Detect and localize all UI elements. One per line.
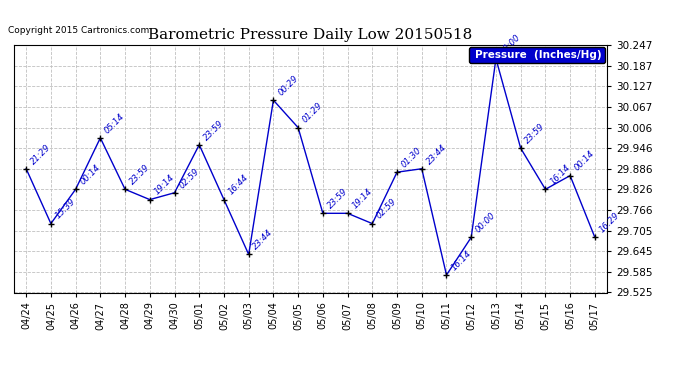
Text: 00:14: 00:14 [573, 149, 596, 173]
Text: 01:29: 01:29 [301, 101, 324, 125]
Text: 16:29: 16:29 [598, 211, 621, 234]
Text: 15:39: 15:39 [54, 197, 77, 221]
Text: 23:59: 23:59 [128, 163, 151, 186]
Text: 23:59: 23:59 [326, 187, 349, 210]
Text: 02:59: 02:59 [177, 166, 201, 190]
Text: 00:00: 00:00 [474, 211, 497, 234]
Text: 23:59: 23:59 [202, 118, 226, 142]
Text: 01:30: 01:30 [400, 146, 424, 170]
Text: 00:29: 00:29 [276, 74, 299, 98]
Text: 05:14: 05:14 [103, 111, 127, 135]
Text: 19:14: 19:14 [152, 173, 176, 197]
Legend: Pressure  (Inches/Hg): Pressure (Inches/Hg) [469, 47, 605, 63]
Text: Copyright 2015 Cartronics.com: Copyright 2015 Cartronics.com [8, 26, 149, 35]
Title: Barometric Pressure Daily Low 20150518: Barometric Pressure Daily Low 20150518 [148, 28, 473, 42]
Text: 16:14: 16:14 [548, 163, 572, 186]
Text: 23:59: 23:59 [524, 122, 547, 146]
Text: 16:14: 16:14 [449, 249, 473, 272]
Text: 23:44: 23:44 [424, 142, 448, 166]
Text: 02:59: 02:59 [375, 197, 399, 221]
Text: 00:00: 00:00 [499, 32, 522, 56]
Text: 23:44: 23:44 [251, 228, 275, 252]
Text: 00:14: 00:14 [79, 163, 102, 186]
Text: 19:14: 19:14 [351, 187, 374, 210]
Text: 21:29: 21:29 [29, 142, 52, 166]
Text: 16:44: 16:44 [227, 173, 250, 197]
